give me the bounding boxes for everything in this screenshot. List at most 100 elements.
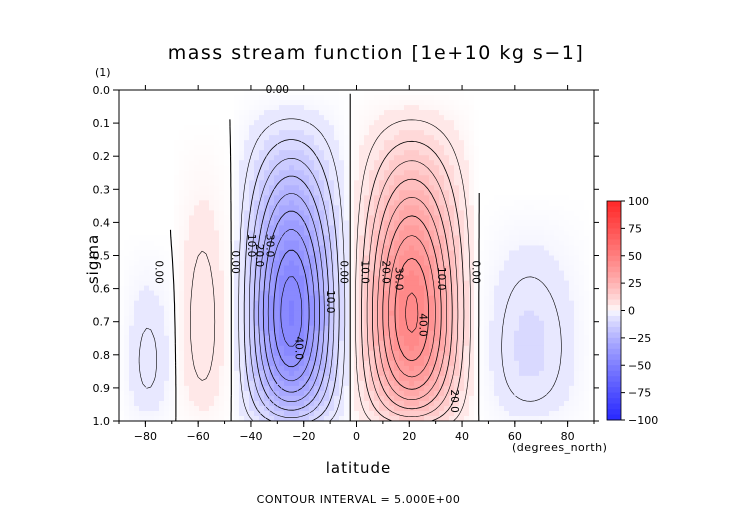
field-cell [284,240,290,247]
field-cell [264,190,270,196]
field-cell [484,360,490,367]
field-cell [344,350,350,357]
field-cell [204,405,210,412]
field-cell [429,190,435,196]
field-cell [154,270,160,277]
field-cell [249,390,255,397]
field-cell [144,275,150,282]
field-cell [379,195,385,201]
field-cell [174,105,180,111]
field-cell [459,100,465,106]
field-cell [289,355,295,362]
field-cell [419,100,425,106]
field-cell [139,275,145,282]
field-cell [174,200,180,206]
field-cell [334,190,340,196]
field-cell [469,165,475,171]
field-cell [179,190,185,196]
field-cell [314,275,320,282]
field-cell [149,275,155,282]
field-cell [149,245,155,252]
field-cell [474,295,480,302]
field-cell [414,415,420,421]
field-cell [389,160,395,166]
field-cell [189,395,195,402]
field-cell [134,105,140,111]
field-cell [299,350,305,357]
field-cell [409,275,415,282]
field-cell [319,385,325,392]
field-cell [399,245,405,252]
field-cell [244,115,250,121]
field-cell [404,255,410,262]
field-cell [164,145,170,151]
field-cell [369,290,375,297]
field-cell [334,90,340,96]
field-cell [449,410,455,417]
field-cell [139,270,145,277]
field-cell [234,105,240,111]
field-cell [199,160,205,166]
field-cell [234,160,240,166]
field-cell [254,350,260,357]
field-cell [234,235,240,242]
field-cell [194,120,200,126]
field-cell [429,365,435,372]
field-cell [309,100,315,106]
field-cell [424,345,430,352]
field-cell [364,235,370,242]
field-cell [174,355,180,362]
field-cell [424,315,430,322]
field-cell [124,90,130,96]
field-cell [409,100,415,106]
field-cell [204,350,210,357]
field-cell [304,245,310,252]
field-cell [139,180,145,186]
field-cell [474,150,480,156]
field-cell [124,330,130,337]
field-cell [444,180,450,186]
field-cell [334,135,340,141]
field-cell [349,235,355,242]
field-cell [244,275,250,282]
field-cell [454,400,460,407]
field-cell [434,135,440,141]
field-cell [479,365,485,372]
field-cell [204,115,210,121]
field-cell [489,205,495,211]
field-cell [329,265,335,272]
field-cell [454,190,460,196]
field-cell [189,360,195,367]
field-cell [254,270,260,277]
field-cell [334,325,340,332]
field-cell [404,415,410,421]
field-cell [334,150,340,156]
field-cell [369,300,375,307]
field-cell [449,110,455,116]
field-cell [359,130,365,136]
field-cell [254,105,260,111]
field-cell [149,105,155,111]
field-cell [474,130,480,136]
field-cell [454,255,460,262]
field-cell [194,405,200,412]
field-cell [139,260,145,267]
field-cell [124,325,130,332]
field-cell [469,320,475,327]
field-cell [344,325,350,332]
field-cell [454,150,460,156]
field-cell [364,315,370,322]
field-cell [149,130,155,136]
field-cell [394,125,400,131]
field-cell [374,100,380,106]
field-cell [284,410,290,417]
field-cell [259,315,265,322]
field-cell [134,200,140,206]
field-cell [444,295,450,302]
field-cell [204,280,210,287]
field-cell [214,220,220,227]
field-cell [344,125,350,131]
field-cell [474,210,480,216]
field-cell [484,160,490,166]
field-cell [269,285,275,292]
